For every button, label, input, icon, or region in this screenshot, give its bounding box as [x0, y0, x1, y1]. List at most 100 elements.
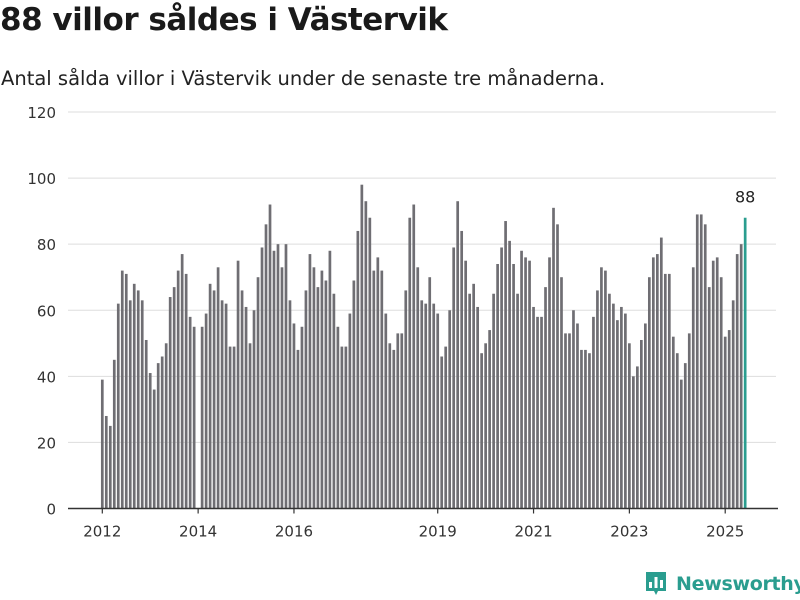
bar: [404, 290, 408, 509]
bar: [667, 273, 671, 509]
bar: [116, 303, 120, 509]
bar: [292, 323, 296, 509]
bar: [248, 343, 252, 509]
bar: [124, 273, 128, 509]
y-tick-label: 80: [37, 236, 56, 254]
bar: [300, 326, 304, 509]
bar: [340, 346, 344, 509]
bar: [659, 237, 663, 509]
bar: [132, 283, 136, 509]
bar: [671, 336, 675, 509]
x-tick-label: 2016: [275, 523, 313, 541]
bar: [719, 277, 723, 509]
bar: [600, 267, 603, 509]
bar: [616, 320, 619, 509]
bar: [228, 346, 232, 509]
bar: [272, 250, 276, 509]
bar: [428, 277, 432, 509]
bar: [655, 254, 659, 509]
bar: [200, 326, 204, 509]
bar: [456, 201, 460, 509]
bar: [620, 306, 623, 509]
bar: [168, 297, 172, 509]
bar: [188, 316, 192, 509]
bar: [560, 277, 563, 509]
bar: [408, 217, 412, 509]
bar: [715, 257, 719, 509]
bar: [687, 333, 691, 509]
bar: [608, 293, 611, 509]
bar: [416, 267, 420, 509]
x-tick-label: 2025: [706, 523, 744, 541]
bar: [140, 300, 144, 509]
bar: [360, 184, 364, 509]
newsworthy-bar-chart-icon: [646, 572, 666, 595]
bar: [568, 333, 571, 509]
y-tick-label: 60: [37, 302, 56, 320]
y-tick-label: 100: [27, 170, 56, 188]
bar: [512, 263, 515, 509]
bar: [332, 293, 336, 509]
bar: [604, 270, 607, 509]
brand-logo[interactable]: Newsworthy: [644, 570, 800, 598]
bar: [548, 257, 551, 509]
bar: [679, 379, 683, 509]
bar: [120, 270, 124, 509]
bar: [647, 277, 651, 509]
bar: [540, 316, 543, 509]
bar: [256, 277, 260, 509]
y-tick-label: 120: [27, 104, 56, 122]
bar: [156, 363, 160, 509]
bar: [695, 214, 699, 509]
bar: [436, 313, 440, 509]
bar: [636, 366, 639, 509]
bar: [412, 204, 416, 509]
bar: [112, 359, 116, 509]
bar: [476, 306, 479, 509]
bar: [324, 280, 328, 509]
bar: [252, 310, 256, 509]
bar: [184, 273, 188, 509]
bar: [308, 254, 312, 509]
bar: [448, 310, 452, 509]
page-title: 88 villor såldes i Västervik: [0, 2, 448, 38]
bar: [136, 290, 140, 509]
bar: [544, 287, 547, 509]
bar: [504, 221, 507, 509]
highlight-bar: [743, 217, 747, 509]
bar: [572, 310, 575, 509]
bar: [432, 303, 436, 509]
bar: [268, 204, 272, 509]
bar: [576, 323, 579, 509]
bar: [144, 339, 148, 509]
bar: [216, 267, 220, 509]
bar: [723, 336, 727, 509]
bar: [500, 247, 503, 509]
bar: [632, 376, 635, 509]
bar: [288, 300, 292, 509]
bar: [644, 323, 647, 509]
bar: [368, 217, 372, 509]
bar: [492, 293, 495, 509]
bar: [612, 303, 615, 509]
bar: [356, 230, 360, 509]
bar: [100, 379, 104, 509]
bar: [552, 207, 555, 509]
bar: [735, 254, 739, 509]
bar: [683, 363, 687, 509]
bar: [240, 290, 244, 509]
bar: [372, 270, 376, 509]
y-tick-label: 0: [46, 501, 56, 519]
page-subtitle: Antal sålda villor i Västervik under de …: [1, 67, 606, 90]
bar: [628, 343, 631, 509]
bar: [584, 349, 587, 509]
bar: [152, 389, 156, 509]
bar: [420, 300, 424, 509]
bar: [316, 287, 320, 509]
bar: [336, 326, 340, 509]
bar: [392, 349, 396, 509]
bar: [468, 293, 472, 509]
bar: [388, 343, 392, 509]
bar: [480, 353, 483, 509]
x-tick-label: 2023: [610, 523, 648, 541]
